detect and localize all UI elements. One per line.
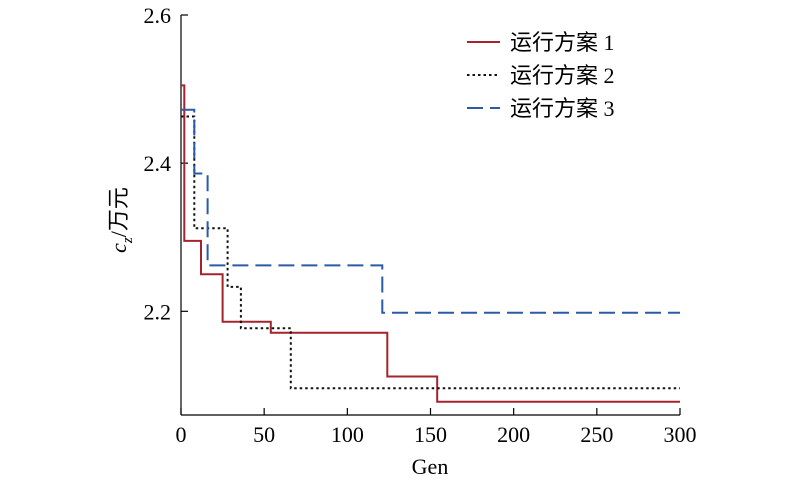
y-tick-label: 2.6: [144, 3, 172, 28]
series-line-1: [181, 84, 680, 403]
series-line-2: [181, 115, 680, 390]
x-tick-label: 300: [664, 422, 697, 447]
series-lines: [181, 84, 680, 403]
x-axis-title: Gen: [412, 454, 449, 479]
axes: [180, 14, 681, 416]
x-tick-label: 250: [580, 422, 613, 447]
legend: 运行方案 1 运行方案 2 运行方案 3: [467, 30, 615, 121]
x-tick-label: 0: [176, 422, 187, 447]
y-axis-title-subscript: z: [120, 237, 136, 244]
x-tick-label: 200: [497, 422, 530, 447]
y-tick-label: 2.2: [144, 299, 172, 324]
x-tick-label: 100: [331, 422, 364, 447]
y-tick-label: 2.4: [144, 151, 172, 176]
legend-label-1: 运行方案 1: [510, 30, 615, 55]
legend-label-3: 运行方案 3: [510, 96, 615, 121]
series-line-3: [181, 108, 680, 314]
y-axis-title-symbol: c: [106, 243, 131, 253]
y-axis-title: cz/万元: [106, 187, 136, 253]
legend-label-2: 运行方案 2: [510, 63, 615, 88]
x-tick-label: 50: [253, 422, 275, 447]
y-axis-title-unit: /万元: [106, 187, 131, 237]
x-tick-label: 150: [414, 422, 447, 447]
tick-labels: 0 50 100 150 200 250 300 2.2 2.4 2.6: [144, 3, 697, 447]
